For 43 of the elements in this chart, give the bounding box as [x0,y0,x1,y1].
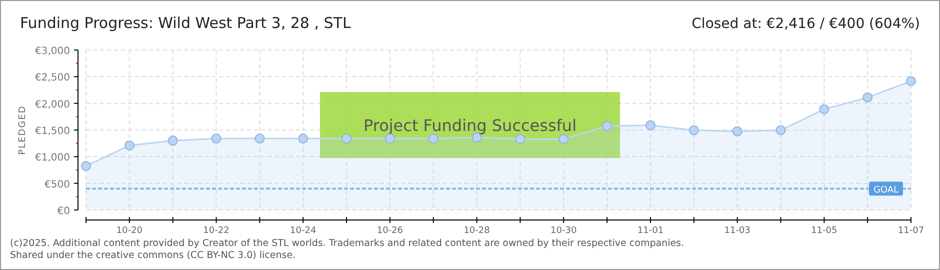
text: (c)2025. Additional content provided by Creator of the STL worlds. Trademarks and related content are owned by their respective companies. [10,238,684,249]
x-tick-label: 11-01 [637,226,664,236]
point [776,125,786,136]
point [298,134,308,144]
chart-subtitle: Closed at: €2,416 / €400 (604%) [692,16,920,32]
chart-title: Funding Progress: Wild West Part 3, 28 , STL [20,14,352,32]
x-tick-label: 10-24 [290,226,316,236]
x-tick-label: 11-03 [724,226,750,236]
point [732,126,742,136]
text: Shared under the creative commons (CC BY-NC 3.0) license. [10,250,296,261]
x-tick-label: 11-05 [811,226,838,236]
x-tick-label: 11-07 [898,226,924,236]
x-tick-label: 10-26 [376,226,404,236]
point [428,134,438,144]
point [688,125,699,136]
point [384,134,395,144]
point [645,120,656,130]
ref-line-label: GOAL [873,186,899,196]
point [81,161,91,171]
y-tick-label: €3,000 [35,46,70,57]
point [515,134,526,144]
point [124,140,134,150]
x-tick-label: 10-20 [116,226,143,236]
point [558,134,569,144]
y-tick-label: €500 [44,179,70,190]
point [906,76,916,86]
point [819,104,830,114]
point [211,134,222,144]
point [342,134,352,144]
point [254,134,265,144]
y-tick-label: €2,500 [35,72,70,84]
y-axis-title: PLEDGED [18,105,28,155]
point [862,92,873,102]
y-tick-label: €2,000 [35,99,70,110]
point [602,121,612,131]
x-tick-label: 10-28 [464,226,490,236]
y-tick-label: €1,000 [35,152,70,164]
y-tick-label: €0 [57,206,70,217]
x-tick-label: 10-30 [550,226,577,236]
x-tick-label: 10-22 [203,226,230,236]
annotation: Project Funding Successful [363,116,577,135]
y-tick-label: €1,500 [35,126,70,137]
point [168,136,178,146]
